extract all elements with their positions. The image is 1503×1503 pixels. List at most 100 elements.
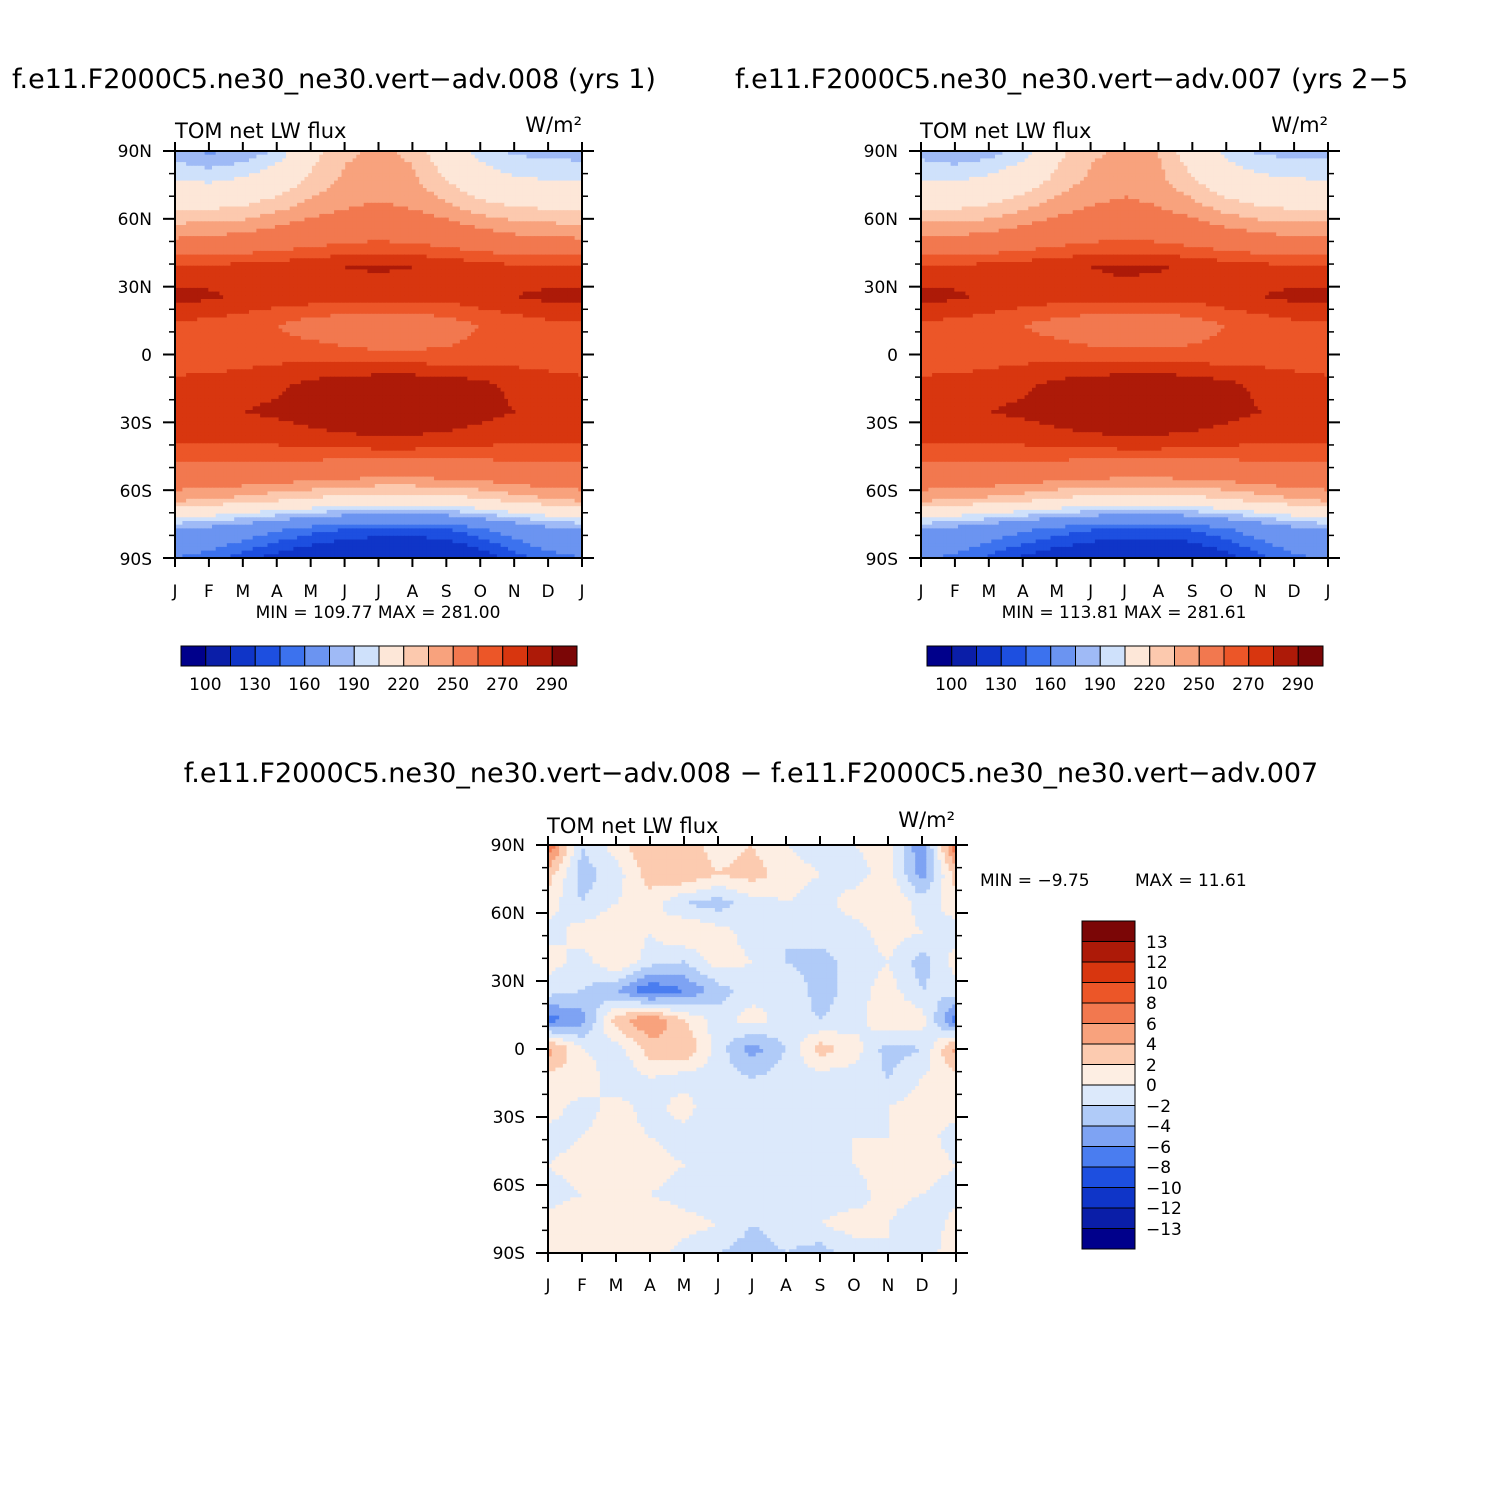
- panel1-cell: [437, 287, 442, 293]
- panel1-cell: [515, 276, 520, 282]
- panel1-cell: [334, 199, 339, 204]
- panel1-cell: [563, 269, 568, 274]
- panel1-cell: [515, 247, 520, 252]
- panel1-cell: [545, 243, 550, 248]
- panel1-cell: [541, 295, 546, 300]
- panel1-cell: [493, 225, 498, 230]
- panel1-cell: [289, 169, 294, 174]
- panel1-cell: [552, 199, 557, 204]
- panel1-cell: [193, 202, 198, 208]
- panel1-cell: [182, 313, 187, 319]
- panel1-cell: [271, 173, 276, 178]
- panel1-cell: [308, 239, 313, 245]
- panel1-cell: [293, 225, 298, 230]
- panel1-cell: [563, 291, 568, 296]
- panel1-cell: [186, 291, 191, 296]
- panel1-cell: [459, 276, 465, 282]
- panel1-cell: [478, 313, 483, 319]
- panel1-cell: [382, 225, 387, 230]
- panel1-cell: [323, 158, 328, 163]
- panel1-cell: [385, 213, 391, 219]
- panel1-cell: [260, 217, 265, 222]
- panel1-cell: [230, 276, 235, 282]
- panel1-cell: [408, 225, 413, 230]
- panel1-cell: [430, 151, 435, 156]
- panel1-cell: [204, 291, 209, 296]
- panel1-cell: [478, 202, 483, 208]
- panel1-cell: [504, 191, 509, 196]
- panel1-cell: [241, 317, 246, 322]
- panel1-cell: [263, 247, 269, 252]
- panel1-cell: [319, 287, 324, 293]
- panel1-cell: [411, 232, 417, 237]
- panel1-cell: [334, 291, 339, 296]
- panel1-cell: [404, 299, 409, 304]
- panel1-cell: [334, 265, 339, 270]
- panel1-cell: [297, 173, 302, 178]
- panel1-cell: [319, 265, 324, 270]
- panel1-cell: [230, 151, 235, 156]
- panel1-cell: [404, 188, 409, 193]
- panel1-cell: [300, 287, 306, 293]
- panel1-cell: [212, 250, 217, 256]
- panel1-cell: [511, 313, 516, 319]
- panel1-cell: [496, 176, 502, 182]
- panel1-cell: [323, 199, 328, 204]
- panel1-cell: [193, 265, 198, 270]
- panel1-cell: [175, 262, 180, 267]
- panel1-cell: [419, 276, 424, 282]
- panel1-cell: [471, 158, 476, 163]
- panel1-cell: [215, 243, 220, 248]
- panel1-cell: [352, 176, 357, 182]
- panel1-cell: [356, 228, 361, 233]
- panel1-cell: [537, 306, 542, 311]
- panel1-cell: [434, 291, 439, 296]
- panel1-cell: [223, 188, 228, 193]
- panel1-cell: [226, 232, 232, 237]
- panel1-cell: [530, 173, 535, 178]
- panel1-cell: [337, 239, 343, 245]
- panel1-cell: [186, 280, 191, 285]
- panel1-cell: [552, 284, 557, 289]
- panel1-cell: [371, 158, 376, 163]
- panel1-cell: [352, 258, 357, 263]
- panel1-cell: [552, 228, 557, 233]
- panel1-cell: [474, 247, 479, 252]
- panel1-cell: [493, 169, 498, 174]
- panel1-cell: [256, 158, 261, 163]
- panel1-cell: [245, 195, 250, 200]
- panel1-cell: [522, 310, 528, 315]
- panel1-cell: [456, 295, 461, 300]
- panel1-cell: [345, 239, 350, 245]
- panel1-cell: [263, 165, 269, 171]
- panel1-cell: [219, 165, 224, 171]
- panel1-cell: [467, 273, 472, 278]
- panel-1-left-label: TOM net LW flux: [174, 119, 346, 143]
- panel1-cell: [297, 195, 302, 200]
- panel1-cell: [245, 236, 250, 241]
- panel1-cell: [400, 262, 405, 267]
- panel1-cell: [467, 225, 472, 230]
- panel1-cell: [197, 217, 202, 222]
- panel1-cell: [278, 176, 283, 182]
- panel1-cell: [437, 243, 442, 248]
- panel1-cell: [378, 295, 383, 300]
- panel1-cell: [293, 254, 298, 259]
- panel1-cell: [452, 173, 457, 178]
- panel1-cell: [426, 162, 431, 167]
- panel1-cell: [548, 291, 553, 296]
- panel1-cell: [545, 228, 550, 233]
- panel1-cell: [393, 258, 398, 263]
- panel1-cell: [411, 199, 417, 204]
- panel1-cell: [411, 180, 417, 185]
- panel1-cell: [237, 228, 243, 233]
- panel1-cell: [226, 217, 232, 222]
- panel1-cell: [352, 210, 357, 215]
- panel1-cell: [293, 299, 298, 304]
- panel1-cell: [323, 180, 328, 185]
- panel1-cell: [308, 313, 313, 319]
- panel1-cell: [448, 191, 454, 196]
- panel1-cell: [519, 299, 524, 304]
- panel1-cell: [223, 154, 228, 159]
- panel1-cell: [267, 247, 272, 252]
